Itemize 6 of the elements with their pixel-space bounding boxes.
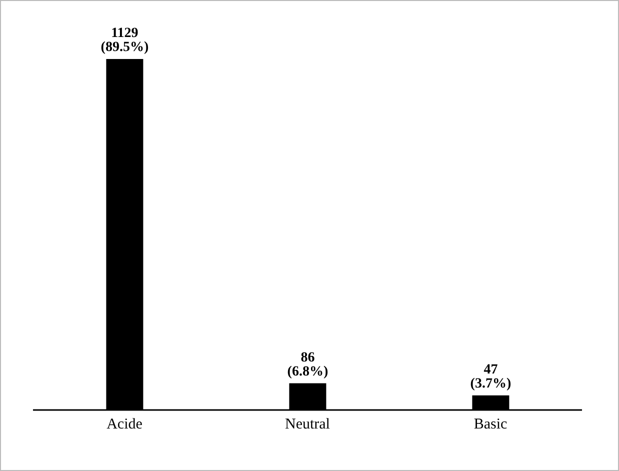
x-tick-label: Acide — [106, 416, 143, 433]
data-label: 1129 (89.5%) — [100, 26, 149, 55]
data-label: 47 (3.7%) — [470, 362, 512, 392]
x-tick-label: Neutral — [285, 416, 330, 433]
data-label: 86 (6.8%) — [287, 350, 328, 380]
x-tick-label: Basic — [474, 416, 508, 433]
